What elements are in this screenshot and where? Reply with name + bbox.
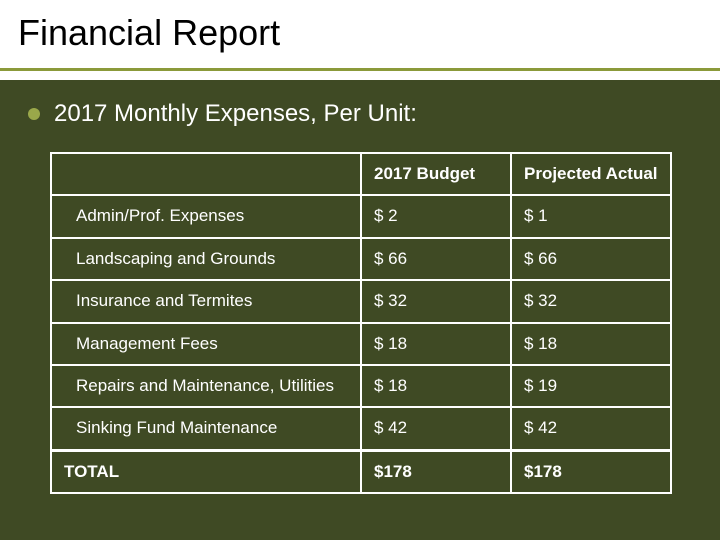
table-total-row: TOTAL $178 $178 (51, 450, 671, 493)
row-label: Insurance and Termites (51, 280, 361, 322)
row-budget: $ 32 (361, 280, 511, 322)
row-budget: $ 18 (361, 323, 511, 365)
row-budget: $ 42 (361, 407, 511, 450)
row-label: Management Fees (51, 323, 361, 365)
total-actual: $178 (511, 450, 671, 493)
table-row: Repairs and Maintenance, Utilities $ 18 … (51, 365, 671, 407)
total-budget: $178 (361, 450, 511, 493)
row-actual: $ 42 (511, 407, 671, 450)
table-row: Landscaping and Grounds $ 66 $ 66 (51, 238, 671, 280)
bullet-icon (28, 108, 40, 120)
title-area: Financial Report (0, 0, 720, 58)
row-budget: $ 2 (361, 195, 511, 237)
table-row: Management Fees $ 18 $ 18 (51, 323, 671, 365)
table-body: Admin/Prof. Expenses $ 2 $ 1 Landscaping… (51, 195, 671, 493)
col-header-actual: Projected Actual (511, 153, 671, 195)
expenses-table-wrap: 2017 Budget Projected Actual Admin/Prof.… (50, 152, 670, 494)
page-title: Financial Report (18, 12, 702, 54)
row-label: Landscaping and Grounds (51, 238, 361, 280)
table-row: Sinking Fund Maintenance $ 42 $ 42 (51, 407, 671, 450)
title-underline (0, 68, 720, 71)
table-row: Admin/Prof. Expenses $ 2 $ 1 (51, 195, 671, 237)
row-budget: $ 18 (361, 365, 511, 407)
row-label: Sinking Fund Maintenance (51, 407, 361, 450)
row-actual: $ 32 (511, 280, 671, 322)
total-label: TOTAL (51, 450, 361, 493)
col-header-budget: 2017 Budget (361, 153, 511, 195)
bullet-text: 2017 Monthly Expenses, Per Unit: (54, 100, 417, 128)
row-label: Admin/Prof. Expenses (51, 195, 361, 237)
row-actual: $ 18 (511, 323, 671, 365)
row-label: Repairs and Maintenance, Utilities (51, 365, 361, 407)
table-row: Insurance and Termites $ 32 $ 32 (51, 280, 671, 322)
slide: Financial Report 2017 Monthly Expenses, … (0, 0, 720, 540)
row-actual: $ 66 (511, 238, 671, 280)
row-budget: $ 66 (361, 238, 511, 280)
expenses-table: 2017 Budget Projected Actual Admin/Prof.… (50, 152, 672, 494)
row-actual: $ 1 (511, 195, 671, 237)
table-header-row: 2017 Budget Projected Actual (51, 153, 671, 195)
bullet-row: 2017 Monthly Expenses, Per Unit: (28, 100, 417, 128)
col-header-blank (51, 153, 361, 195)
row-actual: $ 19 (511, 365, 671, 407)
